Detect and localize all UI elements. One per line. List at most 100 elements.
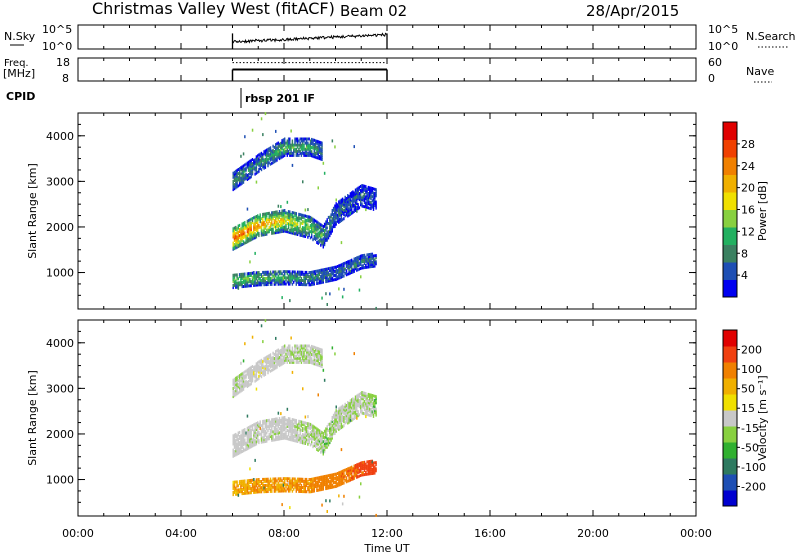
power-cell [251, 235, 254, 239]
velocity-cell [237, 385, 239, 389]
velocity-cell [295, 344, 297, 348]
velocity-cell [335, 427, 337, 431]
power-cell [329, 215, 331, 219]
colorbar-swatch [723, 279, 737, 298]
velocity-cell [263, 429, 265, 433]
power-cell [344, 214, 346, 218]
velocity-cell [322, 450, 324, 454]
velocity-cell [273, 483, 276, 487]
power-cell [242, 172, 245, 176]
velocity-cell [370, 393, 372, 397]
velocity-cell [236, 490, 238, 494]
power-cell [343, 266, 345, 270]
velocity-cell [255, 478, 258, 482]
velocity-cell [260, 375, 263, 379]
velocity-cell [269, 422, 272, 426]
power-cell [349, 271, 352, 275]
power-cell [304, 208, 307, 212]
power-cell [258, 159, 260, 163]
velocity-cell [336, 478, 339, 482]
velocity-cell [357, 475, 359, 479]
velocity-cell [325, 480, 327, 484]
velocity-cell [278, 349, 281, 353]
velocity-cell [300, 360, 303, 364]
velocity-cell [329, 439, 331, 443]
velocity-cell [276, 423, 278, 427]
power-cell [335, 271, 337, 275]
power-cell [232, 279, 234, 283]
velocity-cell [341, 502, 344, 506]
velocity-cell [238, 488, 241, 492]
velocity-cell [233, 379, 236, 383]
power-cell [340, 200, 343, 204]
velocity-cell [340, 470, 343, 474]
velocity-cell [351, 414, 353, 418]
power-cell [320, 149, 322, 153]
velocity-cell [266, 427, 268, 431]
velocity-cell [258, 490, 260, 494]
power-cell [314, 238, 317, 241]
power-cell [249, 226, 251, 230]
velocity-cell [232, 395, 234, 399]
velocity-cell [268, 418, 270, 422]
velocity-cell [271, 420, 273, 424]
velocity-cell [325, 445, 327, 449]
velocity-cell [304, 354, 306, 358]
velocity-cell [321, 358, 323, 362]
power-cell [314, 223, 317, 227]
velocity-cell [266, 421, 268, 425]
velocity-cell [277, 411, 280, 415]
power-cell [236, 237, 238, 241]
power-cell [369, 255, 371, 259]
power-cell [305, 151, 308, 155]
velocity-cell [313, 479, 315, 483]
power-cell [358, 185, 361, 189]
velocity-cell [321, 362, 323, 366]
velocity-cell [253, 484, 255, 488]
velocity-cell [287, 477, 290, 481]
velocity-cell [299, 344, 301, 348]
power-cell [284, 215, 286, 219]
power-cell [257, 273, 259, 277]
power-cell [357, 186, 359, 190]
power-cell [354, 261, 357, 265]
power-cell [372, 258, 375, 262]
power-cell [331, 225, 333, 229]
velocity-cell [321, 485, 323, 489]
power-cell [268, 149, 270, 153]
velocity-cell [260, 358, 263, 362]
power-cell [281, 225, 283, 229]
velocity-cell [318, 437, 321, 441]
velocity-cell [372, 406, 375, 410]
velocity-cell [263, 484, 265, 487]
power-cell [291, 151, 294, 155]
power-cell [276, 216, 278, 220]
power-cell [268, 280, 270, 284]
power-cell [247, 278, 250, 282]
velocity-cell [300, 477, 303, 481]
power-cell [286, 230, 288, 234]
power-cell [282, 138, 285, 142]
velocity-cell [262, 424, 264, 427]
velocity-cell [246, 481, 249, 485]
power-cell [264, 163, 267, 167]
power-cell [361, 256, 363, 260]
velocity-cell [320, 488, 322, 492]
velocity-cell [251, 486, 254, 490]
velocity-cell [246, 483, 249, 487]
velocity-cell [268, 487, 270, 491]
power-cell [291, 274, 294, 278]
power-cell [340, 202, 343, 206]
power-cell [308, 219, 310, 223]
velocity-cell [281, 422, 283, 426]
power-cell [299, 233, 301, 237]
velocity-cell [330, 436, 332, 440]
power-cell [339, 203, 341, 207]
velocity-cell [277, 362, 279, 366]
power-cell [247, 168, 250, 172]
velocity-cell [259, 361, 261, 365]
velocity-cell [244, 491, 246, 495]
velocity-cell [349, 470, 352, 474]
power-cell [370, 190, 372, 194]
velocity-cell [236, 484, 238, 488]
